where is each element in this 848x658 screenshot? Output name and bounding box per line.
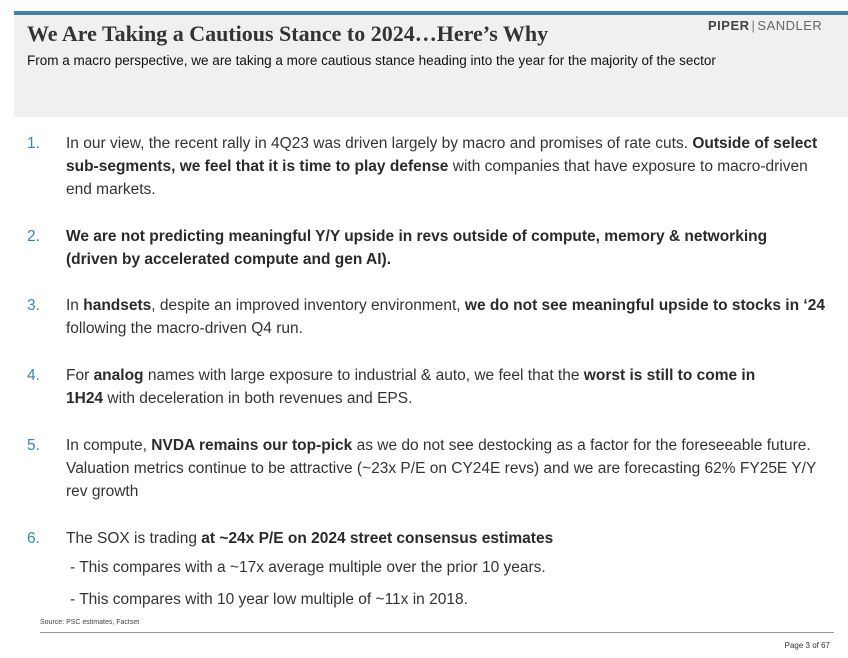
top-accent-rule bbox=[14, 11, 848, 15]
item-text-bold: handsets bbox=[83, 297, 152, 314]
item-text-bold: analog bbox=[93, 367, 144, 384]
slide-title: We Are Taking a Cautious Stance to 2024…… bbox=[27, 21, 549, 46]
item-text-part: The SOX is trading bbox=[66, 530, 202, 547]
logo-divider: | bbox=[751, 18, 756, 33]
item-text-part: following the macro-driven Q4 run. bbox=[66, 320, 303, 337]
item-number: 1. bbox=[27, 135, 40, 152]
item-text-part: In bbox=[66, 297, 84, 314]
footer-rule bbox=[40, 632, 834, 633]
item-text-bold: we do not see meaningful upside to stock… bbox=[464, 297, 825, 314]
slide-header bbox=[14, 15, 848, 117]
item-text: In our view, the recent rally in 4Q23 wa… bbox=[66, 132, 826, 201]
item-text-bold: worst is still to come in 1H24 bbox=[66, 367, 756, 407]
item-text-part: For bbox=[66, 367, 94, 384]
slide-subtitle: From a macro perspective, we are taking … bbox=[27, 53, 716, 68]
item-text-part: names with large exposure to industrial … bbox=[143, 367, 584, 384]
item-text-bold: We are not predicting meaningful Y/Y ups… bbox=[66, 228, 768, 268]
item-text-bold: at ~24x P/E on 2024 street consensus est… bbox=[201, 530, 554, 547]
item-text-part: with companies that have exposure to mac… bbox=[66, 158, 808, 198]
item-number: 6. bbox=[27, 530, 40, 547]
logo-right-text: SANDLER bbox=[757, 18, 823, 33]
item-text-bold: Outside of select sub-segments, we feel … bbox=[66, 135, 818, 175]
page-number: Page 3 of 67 bbox=[784, 641, 830, 650]
item-text-part: In our view, the recent rally in 4Q23 wa… bbox=[66, 135, 693, 152]
item-number: 4. bbox=[27, 367, 40, 384]
item-text-part: In compute, bbox=[66, 437, 152, 454]
item-text-part: , despite an improved inventory environm… bbox=[151, 297, 465, 314]
sub-point: - This compares with 10 year low multipl… bbox=[70, 591, 468, 608]
item-text: For analog names with large exposure to … bbox=[66, 364, 796, 410]
item-number: 5. bbox=[27, 437, 40, 454]
item-number: 2. bbox=[27, 228, 40, 245]
item-text: In handsets, despite an improved invento… bbox=[66, 294, 826, 340]
item-text: The SOX is trading at ~24x P/E on 2024 s… bbox=[66, 527, 826, 550]
item-text: We are not predicting meaningful Y/Y ups… bbox=[66, 225, 796, 271]
sub-point: - This compares with a ~17x average mult… bbox=[70, 559, 546, 576]
piper-sandler-logo: PIPER | SANDLER bbox=[708, 18, 822, 33]
item-text: In compute, NVDA remains our top-pick as… bbox=[66, 434, 826, 503]
item-text-part: with deceleration in both revenues and E… bbox=[103, 390, 413, 407]
item-number: 3. bbox=[27, 297, 40, 314]
source-note: Source: PSC estimates, Factset bbox=[40, 619, 140, 626]
logo-left-text: PIPER bbox=[708, 18, 750, 33]
item-text-part: as we do not see destocking as a factor … bbox=[66, 437, 817, 500]
item-text-bold: NVDA remains our top-pick bbox=[151, 437, 353, 454]
